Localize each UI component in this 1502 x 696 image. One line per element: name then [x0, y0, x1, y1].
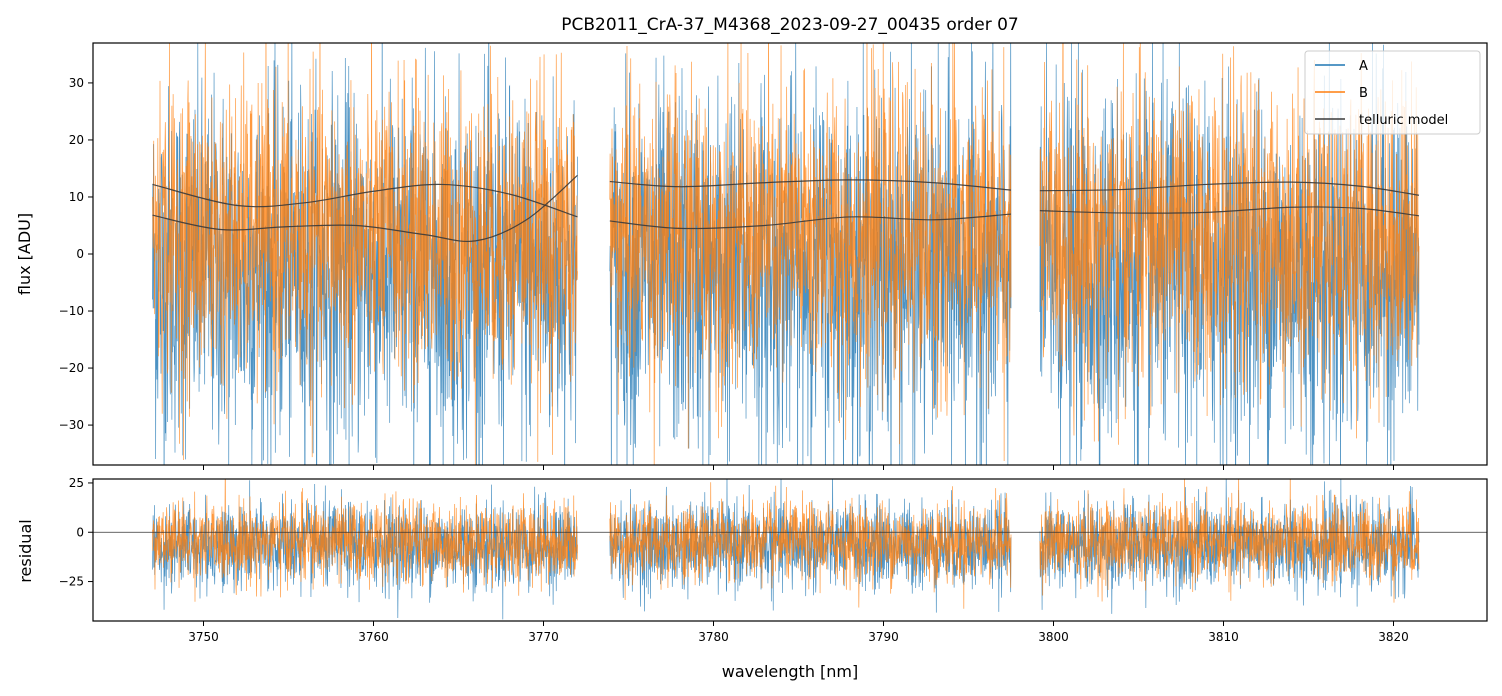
main-y-tick-label: 10: [69, 190, 84, 204]
telluric-model-curve-1: [152, 183, 578, 218]
legend-label-b: B: [1359, 86, 1368, 101]
x-tick-label: 3760: [358, 630, 389, 644]
telluric-model-curve-4: [609, 213, 1012, 230]
x-tick-label: 3800: [1038, 630, 1069, 644]
series-b-segment-1: [152, 43, 578, 465]
main-y-tick-label: −20: [59, 361, 84, 375]
residual-x-ticks: 3750 3760 3770 3780 3790 3800 3810 3820: [188, 621, 1409, 644]
main-y-ticks: −30 −20 −10 0 10 20 30: [59, 76, 93, 432]
chart-title: PCB2011_CrA-37_M4368_2023-09-27_00435 or…: [561, 15, 1019, 35]
residual-y-ticks: −25 0 25: [59, 476, 93, 589]
residual-y-tick-label: 25: [69, 476, 84, 490]
residual-axes-frame: [92, 478, 1488, 622]
x-tick-label: 3770: [528, 630, 559, 644]
residual-plot-area: [93, 479, 1487, 620]
residual-series-b-segment-2: [609, 482, 1012, 609]
residual-y-axis-label: residual: [16, 519, 35, 582]
residual-series-b-segment-3: [1039, 479, 1420, 603]
main-y-tick-label: 20: [69, 133, 84, 147]
telluric-model-curve-5: [1039, 181, 1420, 196]
main-y-tick-label: 0: [76, 247, 84, 261]
legend-label-telluric: telluric model: [1359, 113, 1448, 128]
x-tick-label: 3750: [188, 630, 219, 644]
series-b-segment-2: [609, 43, 1012, 465]
residual-y-tick-label: −25: [59, 575, 84, 589]
telluric-model-curve-2: [152, 174, 578, 243]
main-y-tick-label: 30: [69, 76, 84, 90]
x-axis-label: wavelength [nm]: [722, 662, 859, 681]
x-tick-label: 3820: [1378, 630, 1409, 644]
x-tick-label: 3810: [1208, 630, 1239, 644]
residual-series-b-segment-1: [152, 479, 578, 602]
series-b-segment-3: [1039, 43, 1420, 445]
legend: A B telluric model: [1304, 50, 1481, 135]
main-plot-area: [152, 43, 1420, 465]
legend-label-a: A: [1359, 59, 1368, 74]
main-y-tick-label: −30: [59, 418, 84, 432]
x-tick-label: 3790: [868, 630, 899, 644]
telluric-model-curve-3: [609, 179, 1012, 191]
residual-y-tick-label: 0: [76, 525, 84, 539]
main-x-ticks: [203, 465, 1394, 470]
main-y-tick-label: −10: [59, 304, 84, 318]
main-y-axis-label: flux [ADU]: [15, 213, 34, 295]
x-tick-label: 3780: [698, 630, 729, 644]
legend-box: [1304, 50, 1481, 135]
telluric-model-curve-6: [1039, 206, 1420, 217]
